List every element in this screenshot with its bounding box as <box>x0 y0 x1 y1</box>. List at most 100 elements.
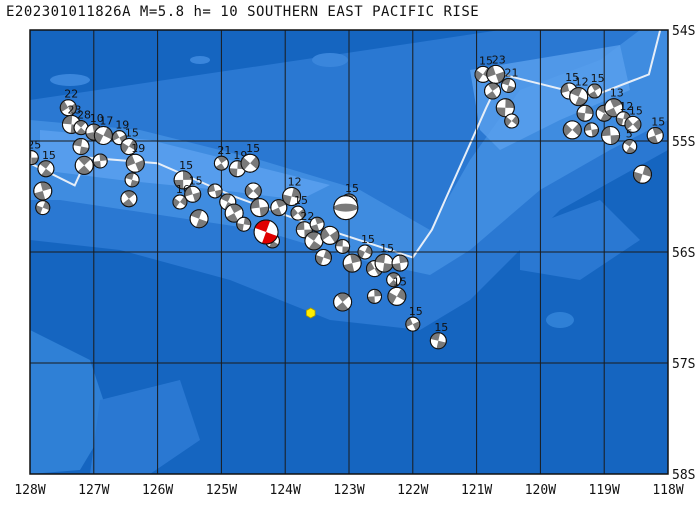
focal-mechanism <box>184 185 202 203</box>
lon-tick-label: 125W <box>206 483 237 498</box>
focal-mechanism <box>173 170 193 190</box>
focal-mechanism <box>583 122 599 138</box>
lon-tick-label: 124W <box>270 483 301 498</box>
focal-mechanism <box>367 288 383 304</box>
focal-mechanism <box>386 272 402 288</box>
event-depth-label: 12 <box>619 100 633 113</box>
focal-mechanism <box>320 225 340 245</box>
lon-tick-label: 123W <box>333 483 364 498</box>
event-depth-label: 15 <box>125 127 139 140</box>
event-depth-label: 5 <box>626 128 633 141</box>
focal-mechanism <box>387 286 407 306</box>
seamount <box>50 74 90 86</box>
lon-tick-label: 120W <box>525 483 556 498</box>
focal-mechanism <box>391 254 409 272</box>
focal-mechanism <box>342 253 362 273</box>
event-depth-label: 15 <box>361 233 375 246</box>
event-depth-label: 23 <box>67 103 81 116</box>
event-depth-label: 19 <box>131 142 145 155</box>
focal-mechanism <box>189 209 209 229</box>
map-title: E202301011826A M=5.8 h= 10 SOUTHERN EAST… <box>6 4 480 20</box>
focal-mechanism <box>30 150 39 166</box>
event-depth-label: 15 <box>629 104 643 117</box>
seamount <box>546 312 574 328</box>
mainshock-focal-mechanism <box>253 219 279 245</box>
focal-mechanism <box>236 216 252 232</box>
focal-mechanism <box>250 198 270 218</box>
focal-mechanism <box>562 120 582 140</box>
axis-ticks: 128W 127W 126W 125W 124W 123W 122W 121W 120W 119W… <box>14 24 695 498</box>
event-depth-label: 15 <box>246 142 260 155</box>
event-depth-label: 23 <box>492 53 506 66</box>
focal-mechanism <box>290 205 306 221</box>
shallow-patch <box>30 330 110 474</box>
event-depth-label: 15 <box>393 275 407 288</box>
focal-mechanism <box>405 316 421 332</box>
focal-mechanism <box>207 183 223 199</box>
lat-tick-label: 58S <box>672 468 695 483</box>
ridge-crest <box>30 30 668 275</box>
event-depth-label: 22 <box>300 210 314 223</box>
focal-mechanism <box>622 139 638 155</box>
event-depth-label: 25 <box>27 139 41 152</box>
shallow-patch <box>90 380 200 474</box>
seamount <box>190 56 210 64</box>
event-depth-label: 17 <box>99 114 113 127</box>
focal-mechanism <box>33 181 53 201</box>
focal-mechanism <box>309 216 325 232</box>
event-depth-label: 12 <box>575 76 589 89</box>
event-depth-label: 15 <box>409 305 423 318</box>
focal-mechanism <box>120 138 138 156</box>
event-depth-label: 12 <box>288 176 302 189</box>
focal-mechanism <box>335 238 351 254</box>
focal-mechanism <box>501 78 516 93</box>
event-depth-label: 21 <box>217 144 231 157</box>
lon-tick-label: 128W <box>14 483 45 498</box>
focal-mechanism <box>576 104 594 122</box>
focal-mechanism <box>74 155 94 175</box>
lon-tick-label: 119W <box>589 483 620 498</box>
event-depth-label: 15 <box>591 72 605 85</box>
event-depth-label: 13 <box>610 87 624 100</box>
epicenter-hexagon-marker <box>305 307 316 319</box>
focal-mechanism <box>93 125 113 145</box>
focal-mechanism <box>270 199 288 217</box>
focal-mechanism <box>124 172 140 188</box>
shallow-patch <box>520 200 640 280</box>
event-depth-label: 15 <box>345 182 359 195</box>
focal-mechanism <box>37 160 55 178</box>
lon-tick-label: 122W <box>397 483 428 498</box>
lat-tick-label: 54S <box>672 24 695 39</box>
focal-mechanism <box>244 182 262 200</box>
large-focal-mechanism <box>333 195 359 221</box>
event-depth-label: 21 <box>505 67 519 80</box>
event-depth-label: 15 <box>479 54 493 67</box>
focal-mechanism <box>333 292 353 312</box>
event-depth-label: 15 <box>42 149 56 162</box>
event-depth-label: 15 <box>189 174 203 187</box>
lat-tick-label: 57S <box>672 357 695 372</box>
focal-mechanism <box>73 120 89 136</box>
event-depth-label: 15 <box>179 159 193 172</box>
focal-mechanism <box>224 203 244 223</box>
focal-mechanism <box>357 244 373 260</box>
event-depth-label: 15 <box>434 321 448 334</box>
focal-mechanism <box>495 98 515 118</box>
lon-tick-label: 127W <box>78 483 109 498</box>
focal-mechanism <box>632 164 652 184</box>
focal-mechanism <box>240 153 260 173</box>
event-depth-label: 15 <box>565 71 579 84</box>
focal-mechanism <box>125 153 145 173</box>
map-frame <box>29 29 669 475</box>
focal-mechanism <box>484 82 502 100</box>
focal-mechanism <box>624 115 642 133</box>
event-depth-label: 10 <box>90 112 104 125</box>
focal-mechanism <box>213 155 229 171</box>
focal-mechanism <box>374 253 394 273</box>
focal-mechanism <box>601 125 621 145</box>
focal-mechanism <box>314 249 332 267</box>
focal-mechanism <box>429 332 447 350</box>
event-depth-label: 15 <box>380 242 394 255</box>
